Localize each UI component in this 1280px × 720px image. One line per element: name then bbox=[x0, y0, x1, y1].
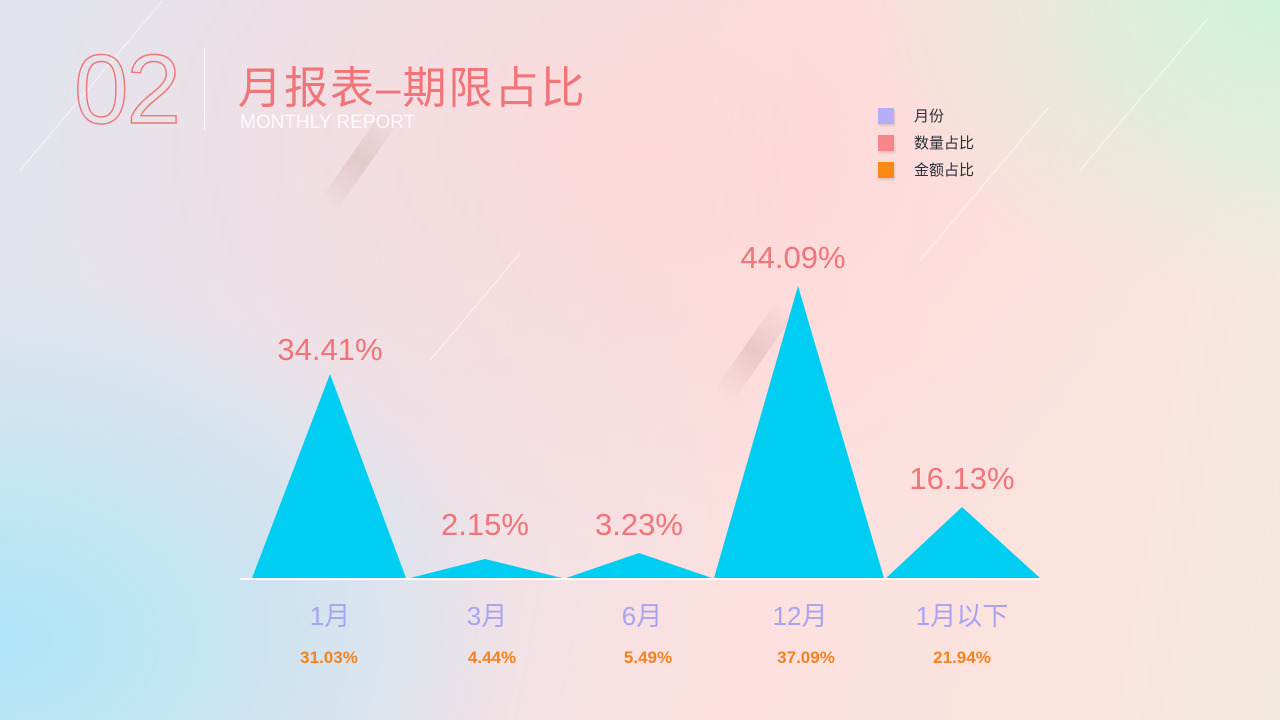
legend-swatch-amount-share bbox=[878, 161, 894, 178]
legend-label: 金额占比 bbox=[914, 162, 975, 179]
category-label: 1月 bbox=[309, 601, 351, 631]
category-label: 3月 bbox=[466, 601, 508, 631]
legend-item-amount-share: 金额占比 bbox=[878, 156, 974, 183]
count-share-label: 2.15% bbox=[441, 507, 529, 542]
legend-item-count-share: 数量占比 bbox=[878, 129, 974, 156]
peak-6-month bbox=[566, 553, 712, 578]
amount-share-label: 4.44% bbox=[467, 648, 517, 667]
count-share-label: 16.13% bbox=[909, 461, 1015, 496]
legend-label: 数量占比 bbox=[914, 135, 975, 152]
page-title: 月报表–期限占比 bbox=[238, 64, 587, 113]
legend-label: 月份 bbox=[914, 108, 945, 125]
peak-3-month bbox=[410, 559, 562, 578]
legend-item-month: 月份 bbox=[878, 102, 974, 129]
chart-legend: 月份 数量占比 金额占比 bbox=[878, 102, 974, 183]
category-label: 12月 bbox=[772, 601, 828, 631]
page-subtitle: MONTHLY REPORT bbox=[240, 112, 416, 133]
count-share-label: 3.23% bbox=[595, 507, 683, 542]
amount-share-label: 31.03% bbox=[300, 648, 358, 667]
peak-1-month bbox=[252, 374, 406, 578]
legend-swatch-count-share bbox=[878, 134, 894, 151]
legend-swatch-month bbox=[878, 107, 894, 124]
amount-share-label: 21.94% bbox=[933, 648, 991, 667]
category-label: 6月 bbox=[621, 601, 663, 631]
amount-share-label: 37.09% bbox=[777, 648, 835, 667]
amount-share-label: 5.49% bbox=[623, 648, 673, 667]
category-label: 1月以下 bbox=[915, 601, 1009, 631]
count-share-label: 34.41% bbox=[277, 332, 383, 367]
header-divider bbox=[204, 48, 205, 130]
peak-under-1-month bbox=[886, 507, 1040, 578]
section-number: 02 bbox=[73, 34, 181, 144]
peak-12-month bbox=[714, 286, 884, 578]
count-share-label: 44.09% bbox=[740, 240, 846, 275]
